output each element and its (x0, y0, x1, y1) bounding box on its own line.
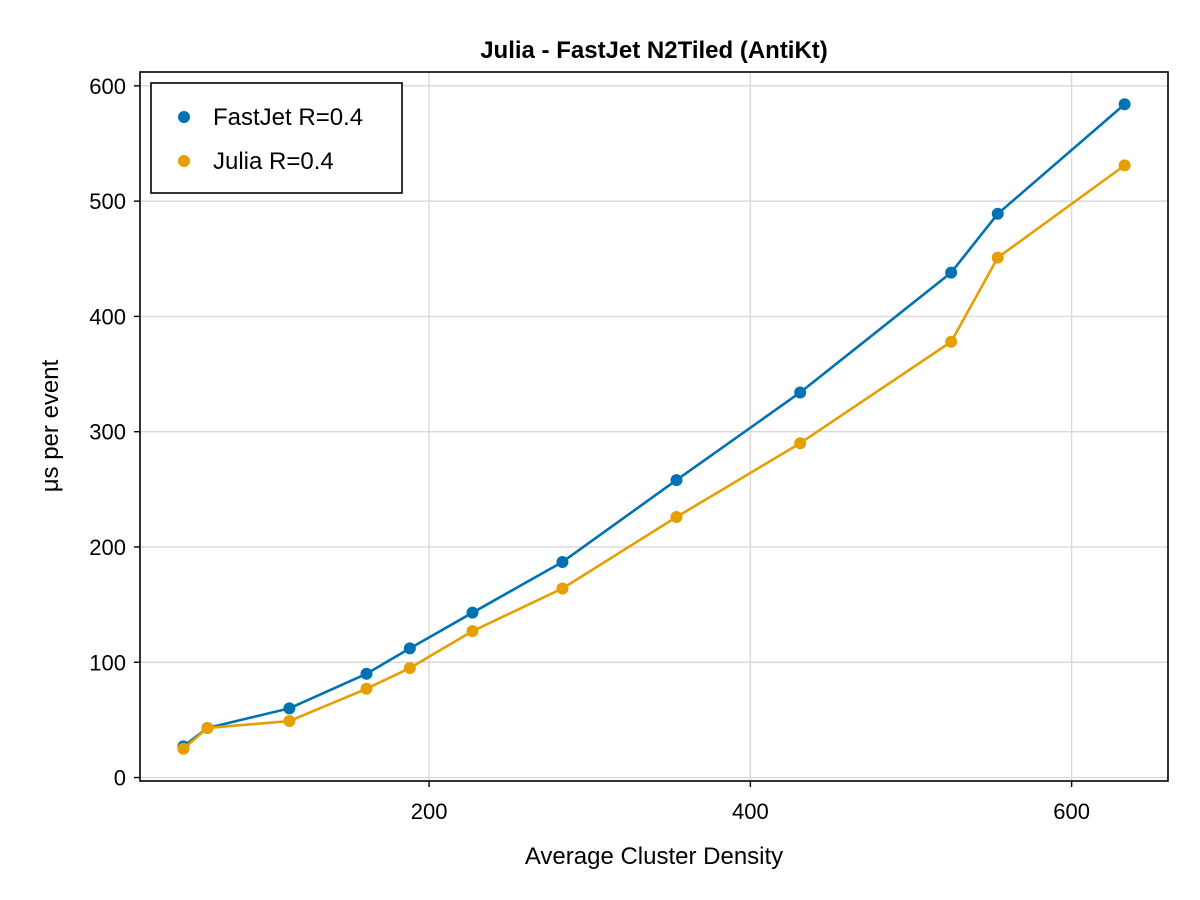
data-point (403, 662, 416, 675)
series-line (182, 103, 1126, 748)
x-tick-label: 600 (1053, 799, 1090, 824)
data-point (1118, 98, 1131, 111)
x-axis-label: Average Cluster Density (525, 843, 783, 870)
x-tick-label: 400 (732, 799, 769, 824)
data-point (466, 606, 479, 619)
data-point (670, 510, 683, 523)
chart-title: Julia - FastJet N2Tiled (AntiKt) (480, 37, 828, 64)
data-point (556, 555, 569, 568)
y-tick-label: 400 (89, 304, 126, 329)
y-tick-label: 100 (89, 650, 126, 675)
data-point (360, 667, 373, 680)
x-tick-label: 200 (411, 799, 448, 824)
y-tick-label: 0 (114, 766, 126, 791)
data-point (466, 625, 479, 638)
legend-label-julia: Julia R=0.4 (213, 148, 334, 175)
data-point (794, 437, 807, 450)
y-tick-label: 600 (89, 74, 126, 99)
data-point (360, 682, 373, 695)
data-point (403, 642, 416, 655)
y-tick-label: 300 (89, 420, 126, 445)
y-tick-label: 200 (89, 535, 126, 560)
data-point (283, 715, 296, 728)
grid-lines (140, 72, 1168, 781)
legend: FastJet R=0.4 Julia R=0.4 (150, 82, 403, 194)
legend-marker-julia (178, 155, 190, 167)
data-point (670, 474, 683, 487)
data-point (991, 207, 1004, 220)
data-point (556, 582, 569, 595)
series-0 (177, 98, 1131, 753)
axis-ticks: 200 400 600 0 100 200 300 400 500 600 (89, 74, 1090, 824)
legend-label-fastjet: FastJet R=0.4 (213, 104, 363, 131)
y-axis-label: μs per event (37, 359, 64, 492)
data-point (794, 386, 807, 399)
series-line (182, 164, 1126, 750)
legend-box (150, 82, 403, 194)
data-point (991, 251, 1004, 264)
y-tick-label: 500 (89, 189, 126, 214)
data-point (177, 742, 190, 755)
series-layer (177, 98, 1131, 755)
legend-marker-fastjet (178, 111, 190, 123)
series-1 (177, 159, 1131, 755)
data-point (945, 266, 958, 279)
data-point (1118, 159, 1131, 172)
data-point (283, 702, 296, 715)
plot-frame (139, 71, 1169, 782)
data-point (945, 335, 958, 348)
data-point (201, 721, 214, 734)
